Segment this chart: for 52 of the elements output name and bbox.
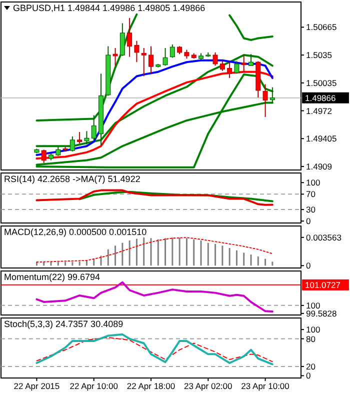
y-tick-label: 0 [306,216,311,226]
y-tick-label: 1.4909 [306,161,332,172]
candlestick [141,47,146,77]
ref-line-label: 101.0727 [305,280,341,290]
x-tick-label: 22 Apr 18:00 [126,381,176,391]
candlestick [148,46,154,74]
candlestick [127,17,132,58]
candlestick [234,60,240,74]
candlestick [120,22,125,56]
y-tick-label: 80 [306,334,316,344]
candlestick [134,40,140,63]
ref-line-label: 1.49866 [305,92,336,103]
y-tick-label: 99.5828 [306,308,337,318]
y-tick-label: 20 [306,361,316,372]
line-series [78,190,274,202]
line-series [36,237,273,263]
y-tick-label: 1.49405 [306,134,337,144]
y-tick-label: 70 [306,189,316,200]
y-tick-label: 1.4972 [306,106,332,116]
candlestick [248,54,254,66]
line-series [36,281,274,313]
chart-title: Stoch(5,3,3) 24.7357 30.4089 [4,319,124,329]
line-series [36,189,274,206]
y-tick-label: 100 [306,300,320,310]
y-tick-label: 1.50665 [306,22,337,32]
candlestick [84,130,90,145]
candlestick [262,84,268,118]
x-tick-label: 23 Apr 02:00 [184,381,233,391]
candlestick [270,86,275,104]
candlestick [162,47,168,66]
chart-title: Momentum(22) 99.6794 [4,272,100,282]
chart-title: MACD(12,26,9) 0.000500 0.001510 [4,227,147,237]
candlestick [77,131,82,144]
candlestick [112,47,118,66]
candlestick [212,52,218,66]
candlestick [56,146,61,156]
y-tick-label: 1.50035 [306,78,337,88]
candlestick [91,114,96,140]
chart-title: GBPUSD,H1 1.49844 1.49986 1.49805 1.49866 [13,3,206,13]
y-tick-label: 30 [306,204,316,215]
x-tick-label: 22 Apr 2015 [14,381,60,391]
candlestick [170,44,175,58]
y-tick-label: 0 [306,260,311,271]
candlestick [70,136,75,152]
y-tick-label: 1.5035 [306,50,332,60]
y-tick-label: 0 [306,370,311,381]
y-tick-label: 100 [306,324,320,335]
y-tick-label: 100 [306,178,320,188]
x-tick-label: 23 Apr 10:00 [241,381,290,391]
y-tick-label: 0.003563 [306,232,342,242]
chart-title: RSI(14) 42.2658 ->MA(7) 51.4922 [4,174,140,184]
x-tick-label: 22 Apr 10:00 [70,381,118,391]
